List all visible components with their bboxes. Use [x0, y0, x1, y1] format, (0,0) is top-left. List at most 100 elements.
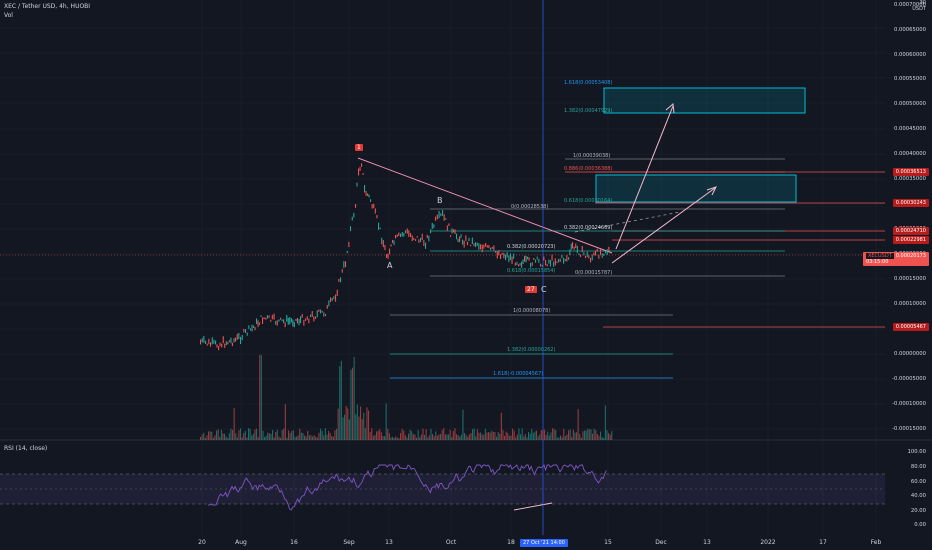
- candle: [462, 239, 464, 245]
- candle: [428, 235, 430, 242]
- volume-bar: [520, 434, 522, 440]
- volume-bar: [360, 406, 362, 440]
- volume-bar: [380, 432, 382, 440]
- candle: [356, 182, 358, 187]
- candle: [293, 321, 295, 328]
- candle: [368, 194, 370, 198]
- candle: [343, 261, 345, 269]
- candle: [381, 237, 383, 245]
- candle: [420, 237, 422, 243]
- candle: [580, 254, 582, 258]
- candle: [284, 322, 286, 328]
- candle: [459, 236, 461, 243]
- volume-bar: [259, 354, 261, 440]
- volume-bar: [478, 432, 480, 440]
- candle: [382, 240, 384, 248]
- volume-bar: [476, 429, 478, 440]
- top-right-currency[interactable]: USDT: [912, 6, 926, 12]
- candle: [410, 233, 412, 237]
- candle: [278, 319, 280, 322]
- volume-bar: [513, 430, 515, 440]
- candle: [367, 193, 369, 196]
- candle: [508, 255, 510, 263]
- candle: [476, 242, 478, 246]
- volume-bar: [296, 436, 298, 440]
- candle: [568, 257, 570, 260]
- candle: [221, 343, 223, 348]
- volume-bar: [208, 431, 210, 440]
- time-tick: 13: [385, 539, 393, 546]
- volume-bar: [275, 432, 277, 440]
- volume-bar: [398, 438, 400, 440]
- time-tick: 13: [703, 539, 711, 546]
- volume-bar: [564, 436, 566, 440]
- candle: [457, 238, 459, 243]
- candle: [608, 246, 610, 252]
- candle: [218, 346, 220, 351]
- candle: [486, 245, 488, 248]
- volume-bar: [299, 428, 301, 440]
- volume-bar: [200, 437, 202, 440]
- volume-bar: [334, 430, 336, 440]
- volume-bar: [332, 436, 334, 440]
- volume-label[interactable]: Vol: [4, 12, 13, 19]
- candle: [241, 334, 243, 341]
- volume-bar: [496, 436, 498, 440]
- price-tag: 0.00024710: [892, 227, 929, 235]
- volume-bar: [350, 369, 352, 440]
- candle: [511, 256, 513, 264]
- candle: [208, 338, 210, 345]
- volume-bar: [491, 430, 493, 440]
- candle: [305, 318, 307, 321]
- candle: [335, 294, 337, 302]
- volume-bar: [435, 431, 437, 440]
- candle: [598, 254, 600, 259]
- fib-label: 0.382(0.00020723): [507, 244, 556, 250]
- candle: [228, 340, 230, 343]
- candle: [426, 234, 428, 239]
- target-box-middle: [595, 174, 797, 203]
- fib-label: 0.886(0.00036388): [564, 166, 613, 172]
- candle: [440, 213, 442, 217]
- candle: [558, 258, 560, 263]
- volume-bar: [363, 412, 365, 440]
- volume-bar: [460, 434, 462, 440]
- volume-bar: [302, 433, 304, 440]
- volume-bar: [276, 429, 278, 440]
- wave-a-label[interactable]: A: [387, 261, 393, 270]
- wave-c-badge[interactable]: 27: [525, 286, 537, 293]
- volume-bar: [300, 432, 302, 440]
- volume-bar: [547, 431, 549, 440]
- volume-bar: [404, 435, 406, 440]
- candle: [286, 314, 288, 322]
- top-right-value: 30: [919, 0, 926, 6]
- wave-1-badge[interactable]: 1: [355, 144, 363, 151]
- candle: [321, 310, 323, 313]
- candle: [351, 216, 353, 221]
- volume-bar: [499, 433, 501, 440]
- wave-c-label[interactable]: C: [541, 285, 547, 294]
- volume-bar: [433, 436, 435, 440]
- symbol-title[interactable]: XEC / Tether USD, 4h, HUOBI: [4, 3, 91, 10]
- candle: [245, 329, 247, 333]
- candle: [496, 251, 498, 259]
- volume-bar: [459, 436, 461, 440]
- price-tag: 0.00030243: [892, 199, 929, 207]
- rsi-divergence-line: [513, 502, 553, 511]
- candle: [516, 261, 518, 265]
- candle: [308, 318, 310, 324]
- candle: [379, 227, 381, 230]
- candle: [250, 328, 252, 331]
- rsi-label[interactable]: RSI (14, close): [4, 445, 48, 452]
- volume-bar: [563, 428, 565, 440]
- candle: [213, 339, 215, 344]
- candle: [281, 319, 283, 322]
- wave-b-label[interactable]: B: [437, 196, 443, 205]
- candle: [473, 243, 475, 247]
- volume-bar: [593, 428, 595, 440]
- candle: [373, 203, 375, 209]
- volume-bar: [609, 434, 611, 440]
- volume-bar: [409, 429, 411, 440]
